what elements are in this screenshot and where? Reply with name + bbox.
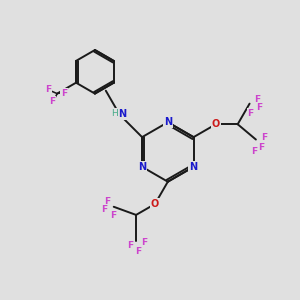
Text: F: F: [256, 103, 262, 112]
Text: H: H: [111, 109, 118, 118]
Text: N: N: [190, 162, 198, 172]
Text: N: N: [138, 162, 146, 172]
Text: F: F: [258, 143, 264, 152]
Text: F: F: [104, 197, 110, 206]
Text: F: F: [110, 211, 116, 220]
Text: O: O: [151, 199, 159, 209]
Text: F: F: [251, 147, 257, 156]
Text: F: F: [49, 97, 55, 106]
Text: F: F: [45, 85, 51, 94]
Text: F: F: [127, 241, 133, 250]
Text: F: F: [101, 205, 107, 214]
Text: F: F: [61, 89, 67, 98]
Text: N: N: [118, 109, 127, 119]
Text: N: N: [164, 117, 172, 127]
Text: F: F: [248, 109, 254, 118]
Text: O: O: [212, 119, 220, 129]
Text: F: F: [141, 238, 147, 247]
Text: F: F: [261, 133, 267, 142]
Text: F: F: [135, 247, 141, 256]
Text: F: F: [254, 95, 261, 104]
